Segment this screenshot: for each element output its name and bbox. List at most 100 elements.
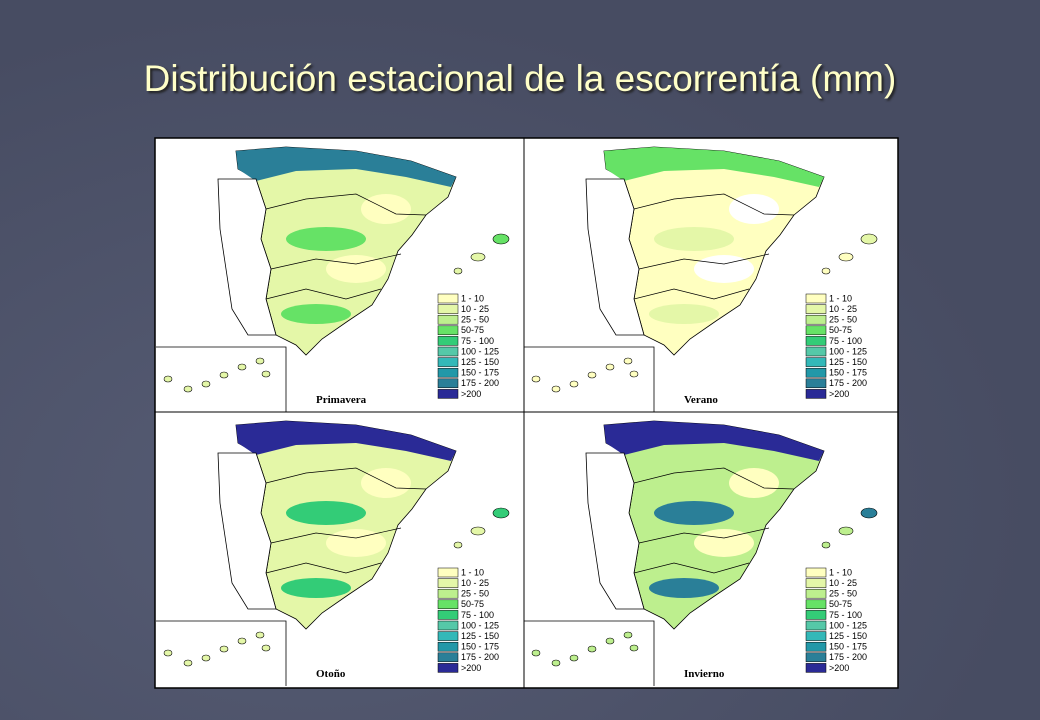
legend-swatch xyxy=(437,620,459,631)
legend-label: 25 - 50 xyxy=(829,589,857,599)
panel-label: Invierno xyxy=(684,668,725,680)
legend-swatch xyxy=(805,631,827,641)
region-zone xyxy=(649,578,719,598)
legend-label: 25 - 50 xyxy=(461,315,489,325)
legend-swatch xyxy=(805,325,827,336)
legend-swatch xyxy=(805,610,827,620)
legend-swatch xyxy=(437,336,459,346)
canary-island xyxy=(551,385,561,393)
canary-island xyxy=(163,649,173,657)
canary-island xyxy=(587,645,597,653)
legend-label: 100 - 125 xyxy=(829,346,867,356)
portugal-map xyxy=(217,452,277,610)
legend-label: 50-75 xyxy=(829,599,852,609)
basin-border xyxy=(265,288,382,300)
canary-island xyxy=(255,357,265,365)
canary-island xyxy=(201,654,211,662)
legend-label: 150 - 175 xyxy=(829,642,867,652)
panel-label: Primavera xyxy=(316,394,367,406)
legend-label: >200 xyxy=(829,663,849,673)
legend-label: 125 - 150 xyxy=(829,357,867,367)
legend-label: 10 - 25 xyxy=(461,304,489,314)
legend-swatch xyxy=(805,620,827,631)
basin-border xyxy=(638,527,770,544)
basin-border xyxy=(270,527,402,544)
legend-swatch xyxy=(805,314,827,325)
legend-label: 150 - 175 xyxy=(461,368,499,378)
basin-border xyxy=(633,193,795,216)
canary-island xyxy=(629,644,639,652)
balearic-island xyxy=(453,541,463,549)
legend-label: 125 - 150 xyxy=(829,631,867,641)
legend-label: 25 - 50 xyxy=(461,589,489,599)
balearic-island xyxy=(453,267,463,275)
legend-swatch xyxy=(805,336,827,346)
canary-island xyxy=(531,375,541,383)
legend-swatch xyxy=(437,631,459,641)
region-zone xyxy=(654,227,734,251)
canary-island xyxy=(587,371,597,379)
portugal-map xyxy=(585,452,645,610)
legend-label: 1 - 10 xyxy=(461,293,484,303)
legend-label: 1 - 10 xyxy=(829,293,852,303)
legend-swatch xyxy=(437,567,459,578)
canary-island xyxy=(219,645,229,653)
canary-island xyxy=(261,370,271,378)
balearic-island xyxy=(860,233,878,245)
legend-label: 175 - 200 xyxy=(829,652,867,662)
panel-label: Verano xyxy=(684,394,718,406)
legend-swatch xyxy=(437,641,459,652)
basin-border xyxy=(265,193,427,216)
region-zone xyxy=(654,501,734,525)
legend-swatch xyxy=(805,378,827,389)
legend-label: 25 - 50 xyxy=(829,315,857,325)
legend-label: 75 - 100 xyxy=(461,336,494,346)
portugal-map xyxy=(217,178,277,336)
basin-border xyxy=(270,253,402,270)
canary-island xyxy=(261,644,271,652)
legend-swatch xyxy=(805,663,827,673)
region-zone xyxy=(281,304,351,324)
legend-swatch xyxy=(437,599,459,610)
legend-label: 50-75 xyxy=(461,325,484,335)
legend-label: 100 - 125 xyxy=(461,346,499,356)
legend-swatch xyxy=(805,652,827,663)
legend-swatch xyxy=(437,588,459,599)
balearic-island xyxy=(470,526,486,536)
basin-border xyxy=(265,562,382,574)
balearic-island xyxy=(838,252,854,262)
legend-label: 10 - 25 xyxy=(829,578,857,588)
legend-swatch xyxy=(437,367,459,378)
legend-swatch xyxy=(437,378,459,389)
canary-island xyxy=(255,631,265,639)
legend-label: 100 - 125 xyxy=(829,620,867,630)
region-zone xyxy=(649,304,719,324)
canary-island xyxy=(237,363,247,371)
legend-swatch xyxy=(437,346,459,357)
legend-label: 1 - 10 xyxy=(829,567,852,577)
legend-label: >200 xyxy=(829,389,849,399)
legend-label: >200 xyxy=(461,663,481,673)
balearic-island xyxy=(470,252,486,262)
basin-border xyxy=(265,467,427,490)
canary-island xyxy=(629,370,639,378)
basin-border xyxy=(633,562,750,574)
legend-label: 50-75 xyxy=(461,599,484,609)
legend-label: >200 xyxy=(461,389,481,399)
legend-swatch xyxy=(437,610,459,620)
north-zone xyxy=(604,421,824,461)
north-zone xyxy=(236,147,456,187)
inset-border xyxy=(156,346,287,412)
legend-swatch xyxy=(805,578,827,588)
legend-swatch xyxy=(805,304,827,314)
legend-label: 100 - 125 xyxy=(461,620,499,630)
legend-swatch xyxy=(805,367,827,378)
canary-island xyxy=(163,375,173,383)
canary-island xyxy=(569,654,579,662)
legend-label: 75 - 100 xyxy=(829,336,862,346)
region-zone xyxy=(286,501,366,525)
